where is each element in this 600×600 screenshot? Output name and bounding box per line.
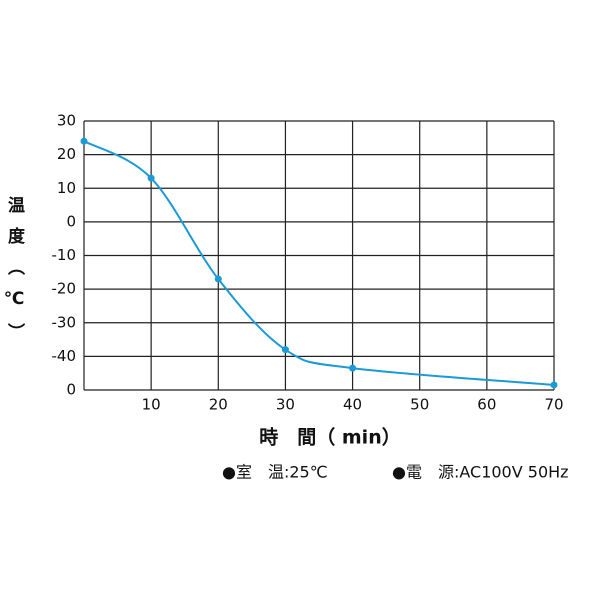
note: ●室 温:25℃ bbox=[222, 463, 328, 482]
marker bbox=[80, 137, 88, 145]
y-tick-label: -30 bbox=[52, 313, 77, 331]
y-tick-label: 30 bbox=[57, 112, 76, 130]
marker bbox=[281, 346, 289, 354]
y-tick-label: 0 bbox=[66, 381, 76, 399]
y-tick-label: 10 bbox=[57, 179, 76, 197]
note: ●電 源:AC100V 50Hz bbox=[392, 463, 569, 482]
marker bbox=[214, 275, 222, 283]
x-axis-label: 時 間（ min） bbox=[259, 426, 400, 449]
marker bbox=[550, 381, 558, 389]
x-tick-label: 10 bbox=[142, 396, 161, 414]
y-tick-label: 20 bbox=[57, 145, 76, 163]
y-tick-label: -40 bbox=[52, 347, 77, 365]
x-tick-label: 50 bbox=[410, 396, 429, 414]
y-tick-label: -20 bbox=[52, 280, 77, 298]
marker bbox=[147, 174, 155, 182]
y-axis-label: 温度（℃） bbox=[4, 196, 25, 354]
x-tick-label: 30 bbox=[276, 396, 295, 414]
marker bbox=[349, 364, 357, 372]
x-tick-label: 20 bbox=[209, 396, 228, 414]
x-tick-label: 60 bbox=[477, 396, 496, 414]
y-tick-label: 0 bbox=[66, 212, 76, 230]
x-tick-label: 70 bbox=[544, 396, 563, 414]
x-tick-label: 40 bbox=[343, 396, 362, 414]
y-tick-label: -10 bbox=[52, 246, 77, 264]
